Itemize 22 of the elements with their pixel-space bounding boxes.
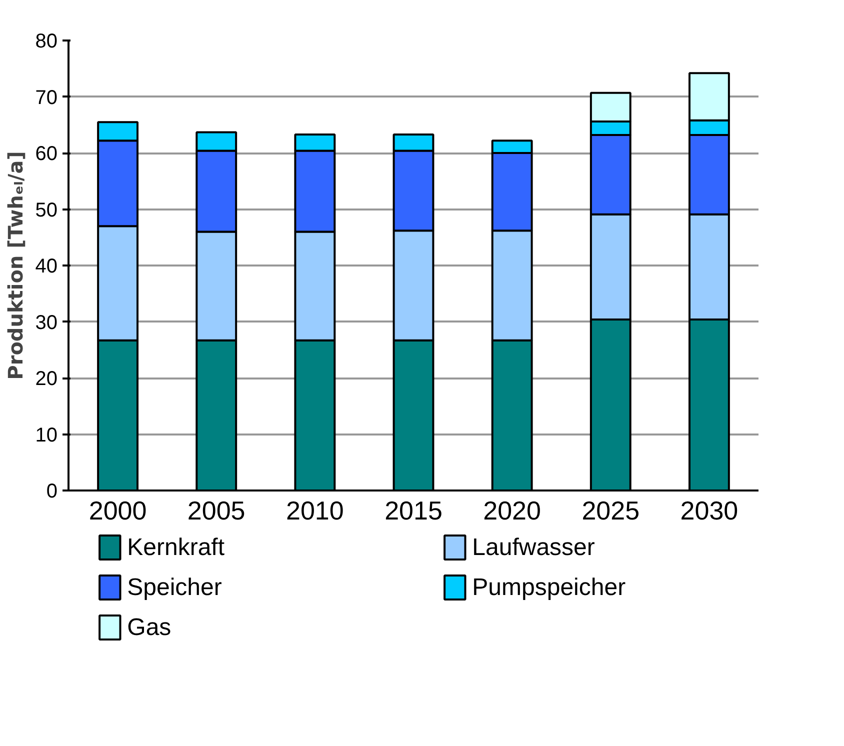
x-tick-label: 2000 [88,496,147,526]
y-tick-label: 70 [35,86,58,109]
legend-label: Gas [127,614,172,641]
legend-label: Kernkraft [127,534,225,561]
legend-label: Speicher [127,574,222,601]
legend-label: Pumpspeicher [472,574,626,601]
x-tick-label: 2005 [187,496,246,526]
x-tick-label: 2010 [286,496,344,526]
legend-label: Laufwasser [472,534,595,561]
y-tick-label: 30 [35,312,58,334]
y-tick-label: 80 [35,30,58,52]
x-tick-label: 2025 [582,496,640,526]
x-tick-label: 2030 [680,496,738,526]
y-axis-title: Produktion [Twhₑₗ/a] [3,151,28,380]
y-tick-label: 20 [35,368,58,390]
y-tick-label: 10 [35,424,58,446]
y-tick-label: 0 [46,480,58,502]
y-tick-label: 40 [35,256,58,278]
x-tick-label: 2020 [483,496,541,526]
y-tick-label: 50 [35,199,58,222]
y-tick-label: 60 [35,143,58,165]
x-tick-label: 2015 [384,496,442,526]
